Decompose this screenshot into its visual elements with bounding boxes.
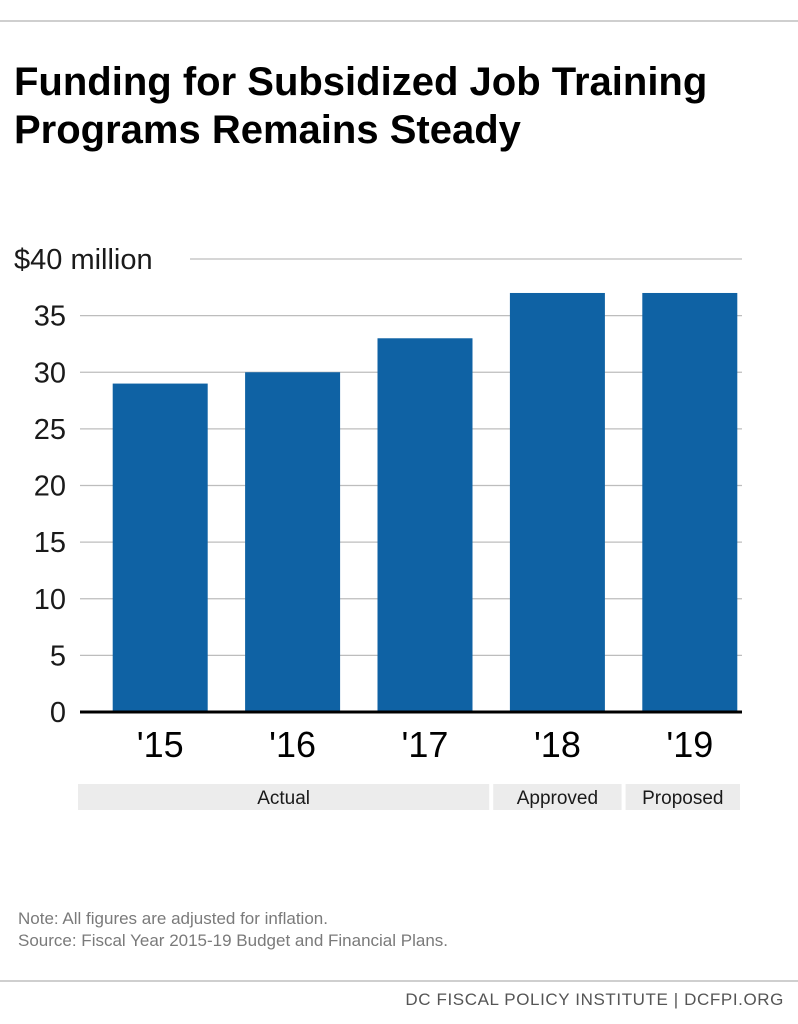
group-label: Actual (257, 788, 310, 809)
notes: Note: All figures are adjusted for infla… (18, 908, 448, 952)
top-divider (0, 20, 798, 22)
y-tick-label: 30 (34, 357, 66, 389)
bottom-divider (0, 980, 798, 982)
x-tick-label: '18 (534, 724, 581, 765)
bars (112, 292, 738, 712)
y-tick-label: $40 million (14, 244, 153, 276)
group-band (78, 784, 490, 810)
x-tick-label: '17 (402, 724, 449, 765)
group-label: Proposed (642, 788, 723, 809)
y-tick-label: 15 (34, 527, 66, 559)
chart-title: Funding for Subsidized Job Training Prog… (14, 60, 708, 152)
group-band (493, 784, 622, 810)
bar (509, 292, 605, 712)
bar (642, 292, 738, 712)
group-bands: Actual Approved Proposed (78, 784, 740, 810)
y-tick-labels: 0 5 10 15 20 25 30 35 $40 million (14, 244, 153, 729)
y-tick-label: 25 (34, 414, 66, 446)
footer-credit: DC FISCAL POLICY INSTITUTE | DCFPI.ORG (405, 990, 784, 1009)
y-tick-label: 35 (34, 301, 66, 333)
y-tick-label: 0 (50, 697, 66, 729)
x-tick-label: '19 (666, 724, 713, 765)
y-tick-label: 5 (50, 640, 66, 672)
note-text: Note: All figures are adjusted for infla… (18, 909, 328, 928)
group-band (625, 784, 740, 810)
y-tick-label: 10 (34, 584, 66, 616)
x-tick-label: '16 (269, 724, 316, 765)
bar (377, 338, 473, 712)
x-tick-label: '15 (137, 724, 184, 765)
y-tick-label: 20 (34, 471, 66, 503)
source-text: Source: Fiscal Year 2015-19 Budget and F… (18, 931, 448, 950)
x-tick-labels: '15 '16 '17 '18 '19 (137, 724, 714, 765)
bar (112, 383, 208, 712)
group-label: Approved (517, 788, 598, 809)
bar (245, 372, 341, 712)
